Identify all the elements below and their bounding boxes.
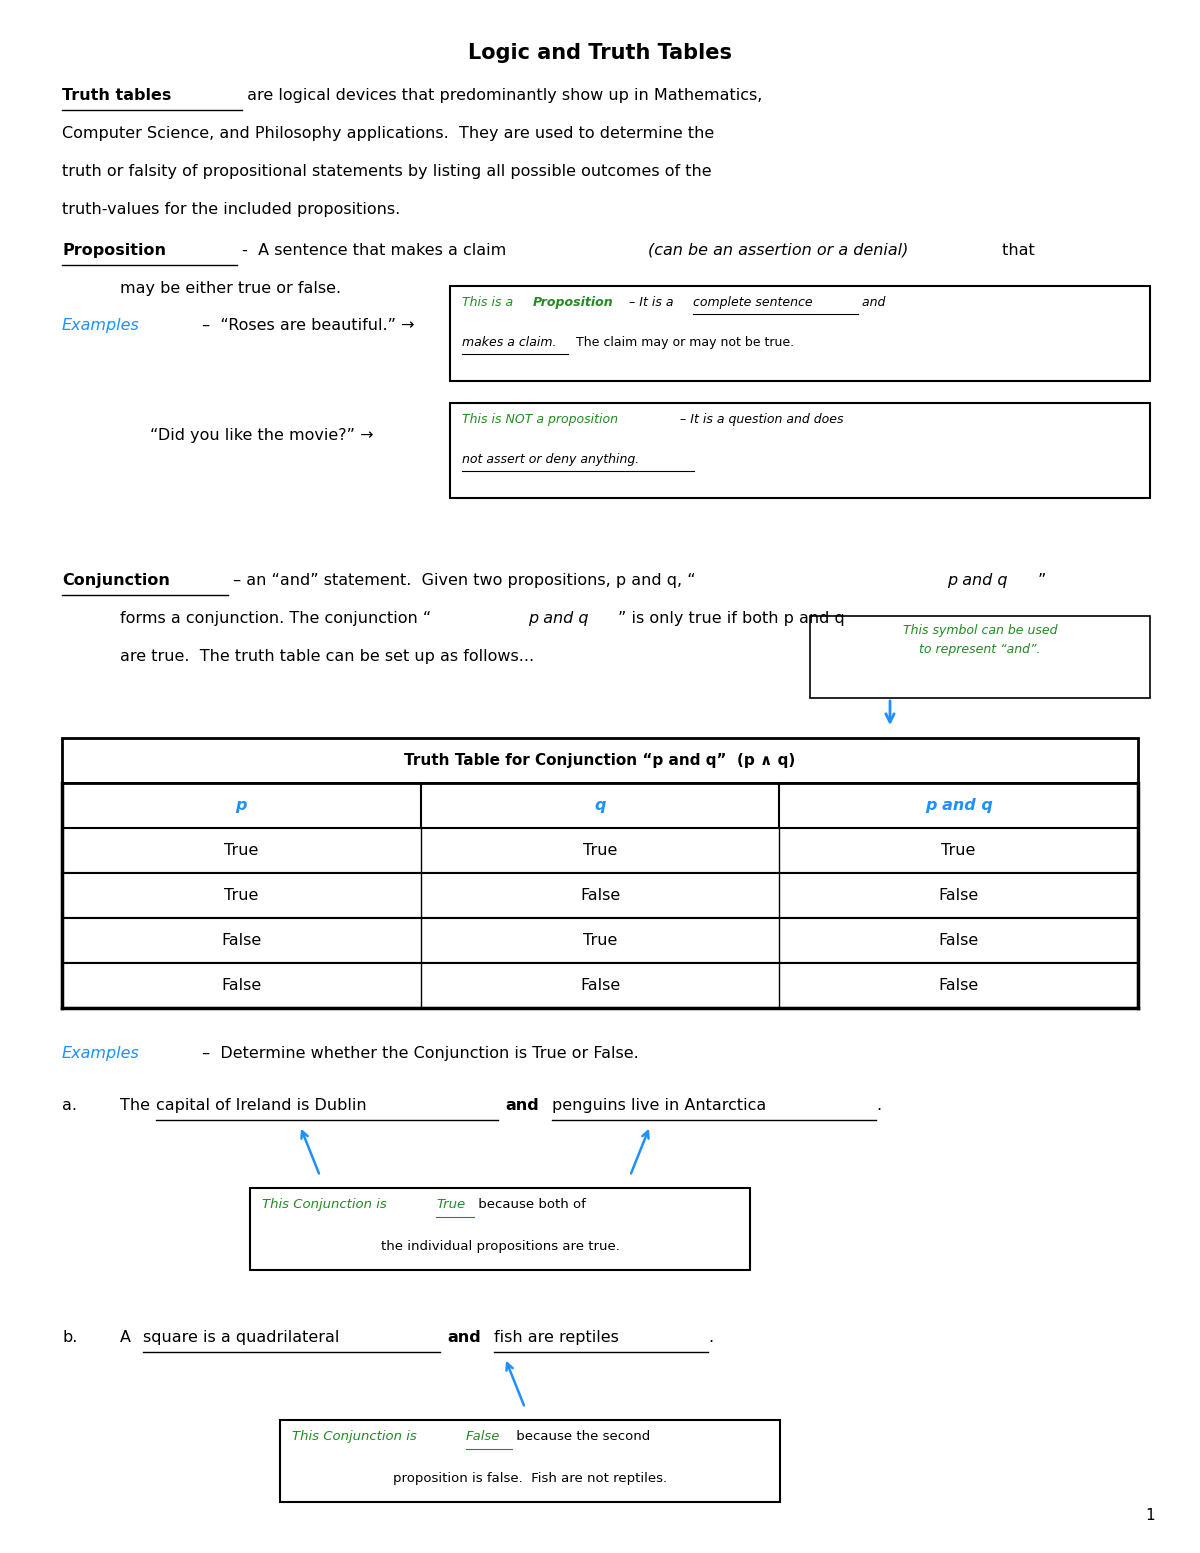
Text: False: False	[221, 978, 262, 992]
FancyBboxPatch shape	[62, 738, 1138, 783]
Text: complete sentence: complete sentence	[694, 297, 812, 309]
Text: The: The	[120, 1098, 155, 1114]
Text: This is NOT a proposition: This is NOT a proposition	[462, 413, 618, 426]
Text: False: False	[938, 888, 979, 902]
Text: the individual propositions are true.: the individual propositions are true.	[380, 1239, 619, 1253]
Text: False: False	[938, 933, 979, 947]
Text: Logic and Truth Tables: Logic and Truth Tables	[468, 43, 732, 64]
Text: that: that	[997, 242, 1034, 258]
Text: This Conjunction is: This Conjunction is	[292, 1430, 421, 1443]
Text: q: q	[594, 798, 606, 814]
Text: Conjunction: Conjunction	[62, 573, 170, 589]
FancyBboxPatch shape	[250, 1188, 750, 1270]
Text: truth-values for the included propositions.: truth-values for the included propositio…	[62, 202, 401, 217]
Text: and: and	[505, 1098, 539, 1114]
FancyBboxPatch shape	[62, 918, 1138, 963]
Text: True: True	[224, 888, 258, 902]
Text: – It is a question and does: – It is a question and does	[676, 413, 844, 426]
Text: Examples: Examples	[62, 1047, 140, 1061]
Text: truth or falsity of propositional statements by listing all possible outcomes of: truth or falsity of propositional statem…	[62, 165, 712, 179]
Text: True: True	[436, 1197, 466, 1211]
Text: a.: a.	[62, 1098, 77, 1114]
Text: -  A sentence that makes a claim: - A sentence that makes a claim	[238, 242, 511, 258]
Text: False: False	[580, 978, 620, 992]
Text: .: .	[876, 1098, 881, 1114]
Text: ”: ”	[1038, 573, 1046, 589]
Text: – It is a: – It is a	[625, 297, 678, 309]
FancyBboxPatch shape	[62, 828, 1138, 873]
Text: are true.  The truth table can be set up as follows...: are true. The truth table can be set up …	[120, 649, 534, 665]
Text: .: .	[708, 1329, 713, 1345]
Text: b.: b.	[62, 1329, 77, 1345]
Text: Proposition: Proposition	[62, 242, 166, 258]
Text: – an “and” statement.  Given two propositions, p and q, “: – an “and” statement. Given two proposit…	[228, 573, 696, 589]
Text: –  Determine whether the Conjunction is True or False.: – Determine whether the Conjunction is T…	[197, 1047, 638, 1061]
Text: and: and	[446, 1329, 481, 1345]
Text: (can be an assertion or a denial): (can be an assertion or a denial)	[648, 242, 908, 258]
FancyBboxPatch shape	[62, 783, 1138, 828]
Text: True: True	[942, 843, 976, 857]
Text: Proposition: Proposition	[533, 297, 613, 309]
Text: False: False	[580, 888, 620, 902]
Text: 1: 1	[1145, 1508, 1154, 1523]
FancyBboxPatch shape	[450, 402, 1150, 499]
Text: and: and	[858, 297, 886, 309]
Text: fish are reptiles: fish are reptiles	[494, 1329, 619, 1345]
Text: Computer Science, and Philosophy applications.  They are used to determine the: Computer Science, and Philosophy applica…	[62, 126, 714, 141]
Text: because the second: because the second	[512, 1430, 650, 1443]
Text: The claim may or may not be true.: The claim may or may not be true.	[568, 335, 794, 349]
FancyBboxPatch shape	[450, 286, 1150, 380]
Text: This symbol can be used
to represent “and”.: This symbol can be used to represent “an…	[902, 624, 1057, 655]
FancyBboxPatch shape	[810, 617, 1150, 697]
Text: “Did you like the movie?” →: “Did you like the movie?” →	[150, 429, 373, 443]
Text: because both of: because both of	[474, 1197, 586, 1211]
Text: forms a conjunction. The conjunction “: forms a conjunction. The conjunction “	[120, 610, 431, 626]
FancyBboxPatch shape	[62, 963, 1138, 1008]
Text: square is a quadrilateral: square is a quadrilateral	[143, 1329, 340, 1345]
Text: Truth Table for Conjunction “p and q”  (p ∧ q): Truth Table for Conjunction “p and q” (p…	[404, 753, 796, 769]
Text: p and q: p and q	[947, 573, 1008, 589]
Text: This Conjunction is: This Conjunction is	[262, 1197, 391, 1211]
Text: False: False	[221, 933, 262, 947]
Text: Examples: Examples	[62, 318, 140, 332]
Text: A: A	[120, 1329, 136, 1345]
Text: p: p	[235, 798, 247, 814]
Text: proposition is false.  Fish are not reptiles.: proposition is false. Fish are not repti…	[392, 1472, 667, 1485]
Text: False: False	[466, 1430, 500, 1443]
Text: not assert or deny anything.: not assert or deny anything.	[462, 453, 640, 466]
Text: p and q: p and q	[528, 610, 588, 626]
FancyBboxPatch shape	[62, 873, 1138, 918]
FancyBboxPatch shape	[280, 1419, 780, 1502]
Text: capital of Ireland is Dublin: capital of Ireland is Dublin	[156, 1098, 367, 1114]
Text: True: True	[583, 843, 617, 857]
Text: are logical devices that predominantly show up in Mathematics,: are logical devices that predominantly s…	[242, 89, 762, 102]
Text: penguins live in Antarctica: penguins live in Antarctica	[552, 1098, 767, 1114]
Text: makes a claim.: makes a claim.	[462, 335, 557, 349]
Text: This is a: This is a	[462, 297, 517, 309]
Text: p and q: p and q	[925, 798, 992, 814]
Text: True: True	[583, 933, 617, 947]
Text: False: False	[938, 978, 979, 992]
Text: –  “Roses are beautiful.” →: – “Roses are beautiful.” →	[197, 318, 414, 332]
Text: Truth tables: Truth tables	[62, 89, 172, 102]
Text: may be either true or false.: may be either true or false.	[120, 281, 341, 297]
Text: True: True	[224, 843, 258, 857]
Text: ” is only true if both p and q: ” is only true if both p and q	[618, 610, 845, 626]
